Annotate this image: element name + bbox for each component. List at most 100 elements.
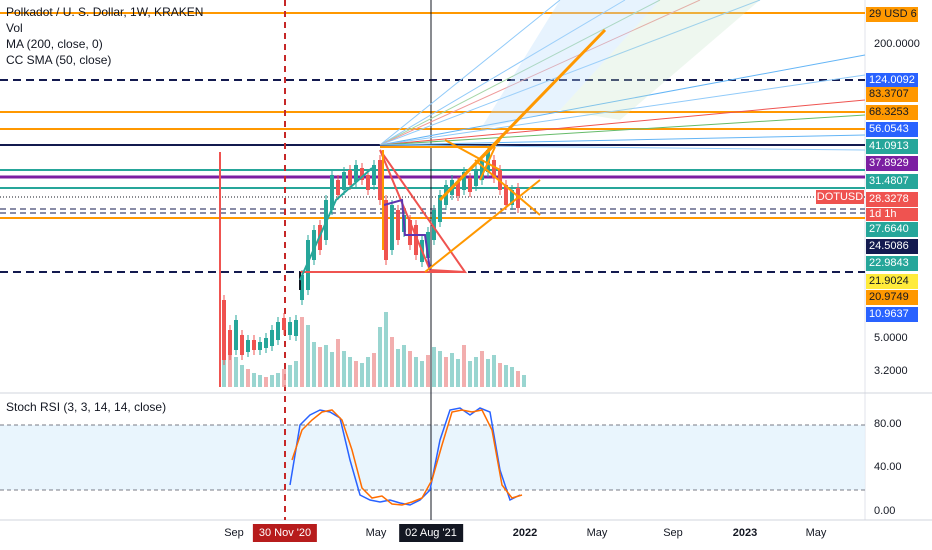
- legend-ccsma[interactable]: CC SMA (50, close): [6, 53, 112, 67]
- time-axis-label: 02 Aug '21: [399, 524, 463, 542]
- volume-bar: [492, 355, 496, 387]
- candle-body: [276, 322, 280, 340]
- candle-body: [426, 232, 430, 258]
- fan-line: [379, 0, 626, 146]
- volume-bar: [354, 361, 358, 387]
- price-level-tag: 83.3707: [866, 87, 918, 102]
- candle-body: [378, 160, 382, 200]
- volume-bar: [378, 327, 382, 387]
- candle-body: [282, 318, 286, 330]
- candle-body: [438, 195, 442, 222]
- candle-body: [342, 172, 346, 190]
- price-level-tag: 41.0913: [866, 139, 918, 154]
- volume-bar: [306, 325, 310, 387]
- price-axis-label: 3.2000: [874, 365, 908, 377]
- candle-body: [252, 340, 256, 350]
- candle-body: [366, 175, 370, 190]
- price-level-tag: 31.4807: [866, 174, 918, 189]
- volume-bar: [336, 339, 340, 387]
- candle-body: [330, 175, 334, 210]
- volume-bar: [480, 351, 484, 387]
- stoch-rsi-legend[interactable]: Stoch RSI (3, 3, 14, 14, close): [6, 400, 167, 414]
- time-axis-label: 30 Nov '20: [252, 524, 318, 542]
- legend-ma[interactable]: MA (200, close, 0): [6, 37, 103, 51]
- volume-bar: [414, 357, 418, 387]
- candle-body: [222, 300, 226, 360]
- volume-bar: [360, 363, 364, 387]
- fan-line: [379, 99, 866, 146]
- candle-body: [492, 160, 496, 178]
- bar-countdown: 1d 1h: [866, 208, 918, 221]
- volume-bar: [228, 347, 232, 387]
- channel-line: [424, 179, 541, 273]
- volume-bar: [246, 369, 250, 387]
- candle-body: [462, 172, 466, 190]
- time-axis-label: 2022: [512, 527, 538, 539]
- candle-body: [228, 330, 232, 355]
- volume-bar: [240, 365, 244, 387]
- volume-bar: [474, 357, 478, 387]
- chart-legend: Polkadot / U. S. Dollar, 1W, KRAKEN Vol …: [6, 4, 203, 68]
- candle-body: [264, 338, 268, 348]
- time-axis-label: May: [586, 527, 608, 539]
- volume-bar: [462, 345, 466, 387]
- time-axis-label: May: [805, 527, 827, 539]
- fan-line: [379, 74, 866, 146]
- fan-line: [379, 134, 866, 146]
- volume-bar: [438, 351, 442, 387]
- fan-line: [379, 114, 866, 146]
- volume-bar: [498, 363, 502, 387]
- candle-body: [480, 160, 484, 180]
- candle-body: [408, 220, 412, 245]
- time-axis-label: Sep: [224, 527, 244, 539]
- volume-bar: [264, 377, 268, 387]
- stoch-axis-label: 0.00: [874, 505, 896, 517]
- candle-body: [288, 322, 292, 335]
- candle-body: [360, 168, 364, 180]
- fan-line: [379, 0, 561, 146]
- price-level-tag: 28.3278: [866, 192, 918, 207]
- price-level-tag: 10.9637: [866, 307, 918, 322]
- volume-bar: [324, 345, 328, 387]
- volume-bar: [372, 353, 376, 387]
- candle-body: [354, 165, 358, 182]
- fan-line: [379, 54, 866, 146]
- candle-body: [306, 240, 310, 290]
- symbol-badge: DOTUSD: [816, 190, 864, 204]
- volume-bar: [426, 355, 430, 387]
- volume-bar: [486, 359, 490, 387]
- price-level-tag: 56.0543: [866, 122, 918, 137]
- volume-bar: [504, 365, 508, 387]
- volume-bar: [432, 347, 436, 387]
- candle-body: [336, 180, 340, 195]
- price-level-tag: 37.8929: [866, 156, 918, 171]
- fan-fill: [560, 0, 760, 120]
- candle-body: [384, 200, 388, 260]
- legend-symbol[interactable]: Polkadot / U. S. Dollar, 1W, KRAKEN: [6, 5, 204, 19]
- candle-body: [504, 185, 508, 205]
- stoch-d-line: [291, 409, 523, 506]
- price-level-tag: 20.9749: [866, 290, 918, 305]
- time-axis-label: 2023: [732, 527, 758, 539]
- fan-line: [379, 144, 866, 151]
- volume-bar: [366, 357, 370, 387]
- candle-body: [414, 225, 418, 255]
- price-level-tag: 27.6640: [866, 222, 918, 237]
- price-axis-label: 200.0000: [874, 38, 920, 50]
- candle-body: [246, 340, 250, 352]
- candle-body: [312, 230, 316, 260]
- legend-volume[interactable]: Vol: [6, 21, 23, 35]
- volume-bar: [522, 375, 526, 387]
- path-drawing: [383, 198, 431, 271]
- candle-body: [348, 170, 352, 185]
- volume-bar: [396, 349, 400, 387]
- volume-bar: [390, 337, 394, 387]
- volume-bar: [318, 347, 322, 387]
- volume-bar: [402, 345, 406, 387]
- fan-line: [379, 0, 761, 146]
- stoch-axis-label: 40.00: [874, 461, 902, 473]
- time-axis-label: May: [365, 527, 387, 539]
- volume-bar: [282, 369, 286, 387]
- volume-bar: [258, 375, 262, 387]
